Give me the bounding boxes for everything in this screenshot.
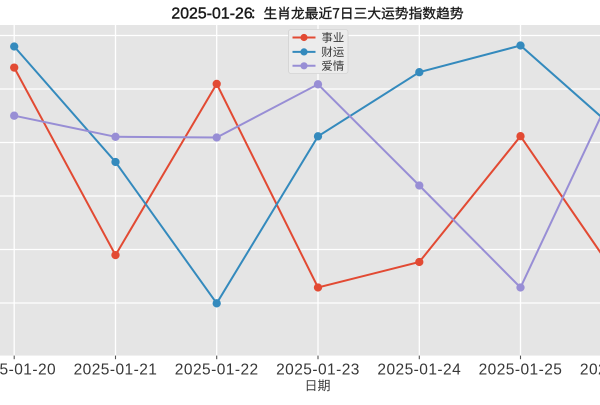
svg-text:2025-01-25: 2025-01-25 [479, 361, 563, 378]
svg-text:2025-01-22: 2025-01-22 [175, 361, 259, 378]
svg-text:2025-01-20: 2025-01-20 [0, 361, 56, 378]
svg-text:2025-01-21: 2025-01-21 [74, 361, 158, 378]
svg-text:2025-01-23: 2025-01-23 [276, 361, 360, 378]
svg-text:2025-01-26: 2025-01-26 [580, 361, 600, 378]
svg-text:2025-01-26: 2025-01-26 [171, 5, 252, 22]
svg-text:2025-01-24: 2025-01-24 [377, 361, 461, 378]
